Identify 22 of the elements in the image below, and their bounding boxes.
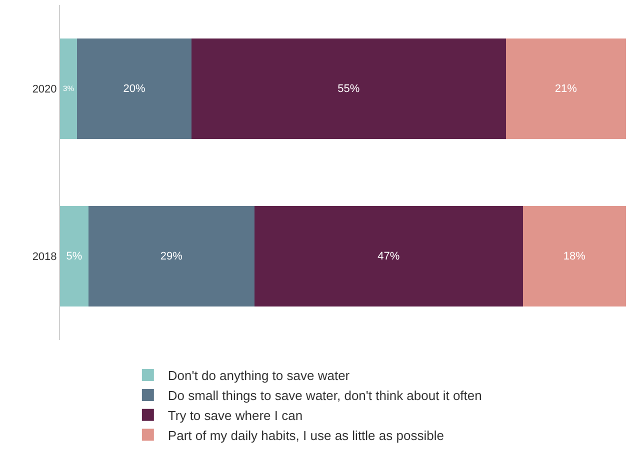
legend-label: Try to save where I can — [168, 408, 303, 423]
bar — [60, 206, 89, 306]
data-label: 21% — [554, 82, 578, 95]
legend-label: Do small things to save water, don't think about it often — [168, 388, 482, 404]
data-label: 29% — [160, 250, 183, 262]
bar — [506, 38, 626, 139]
legend-label: Part of my daily habits, I use as little as possible — [168, 428, 444, 443]
data-label: 47% — [378, 250, 400, 262]
bar — [60, 38, 78, 139]
data-label: 3% — [63, 84, 74, 93]
data-label: 20% — [123, 82, 146, 95]
bar — [191, 38, 506, 139]
y-tick-label: 2018 — [32, 251, 57, 264]
bar — [77, 38, 192, 139]
data-label: 18% — [563, 250, 586, 262]
data-label: 55% — [338, 82, 360, 95]
y-tick-label: 2020 — [32, 84, 57, 96]
bar — [88, 206, 254, 306]
bar — [254, 206, 524, 306]
data-label: 5% — [66, 250, 82, 262]
bar — [523, 206, 626, 306]
legend-label: Don't do anything to save water — [168, 368, 350, 384]
